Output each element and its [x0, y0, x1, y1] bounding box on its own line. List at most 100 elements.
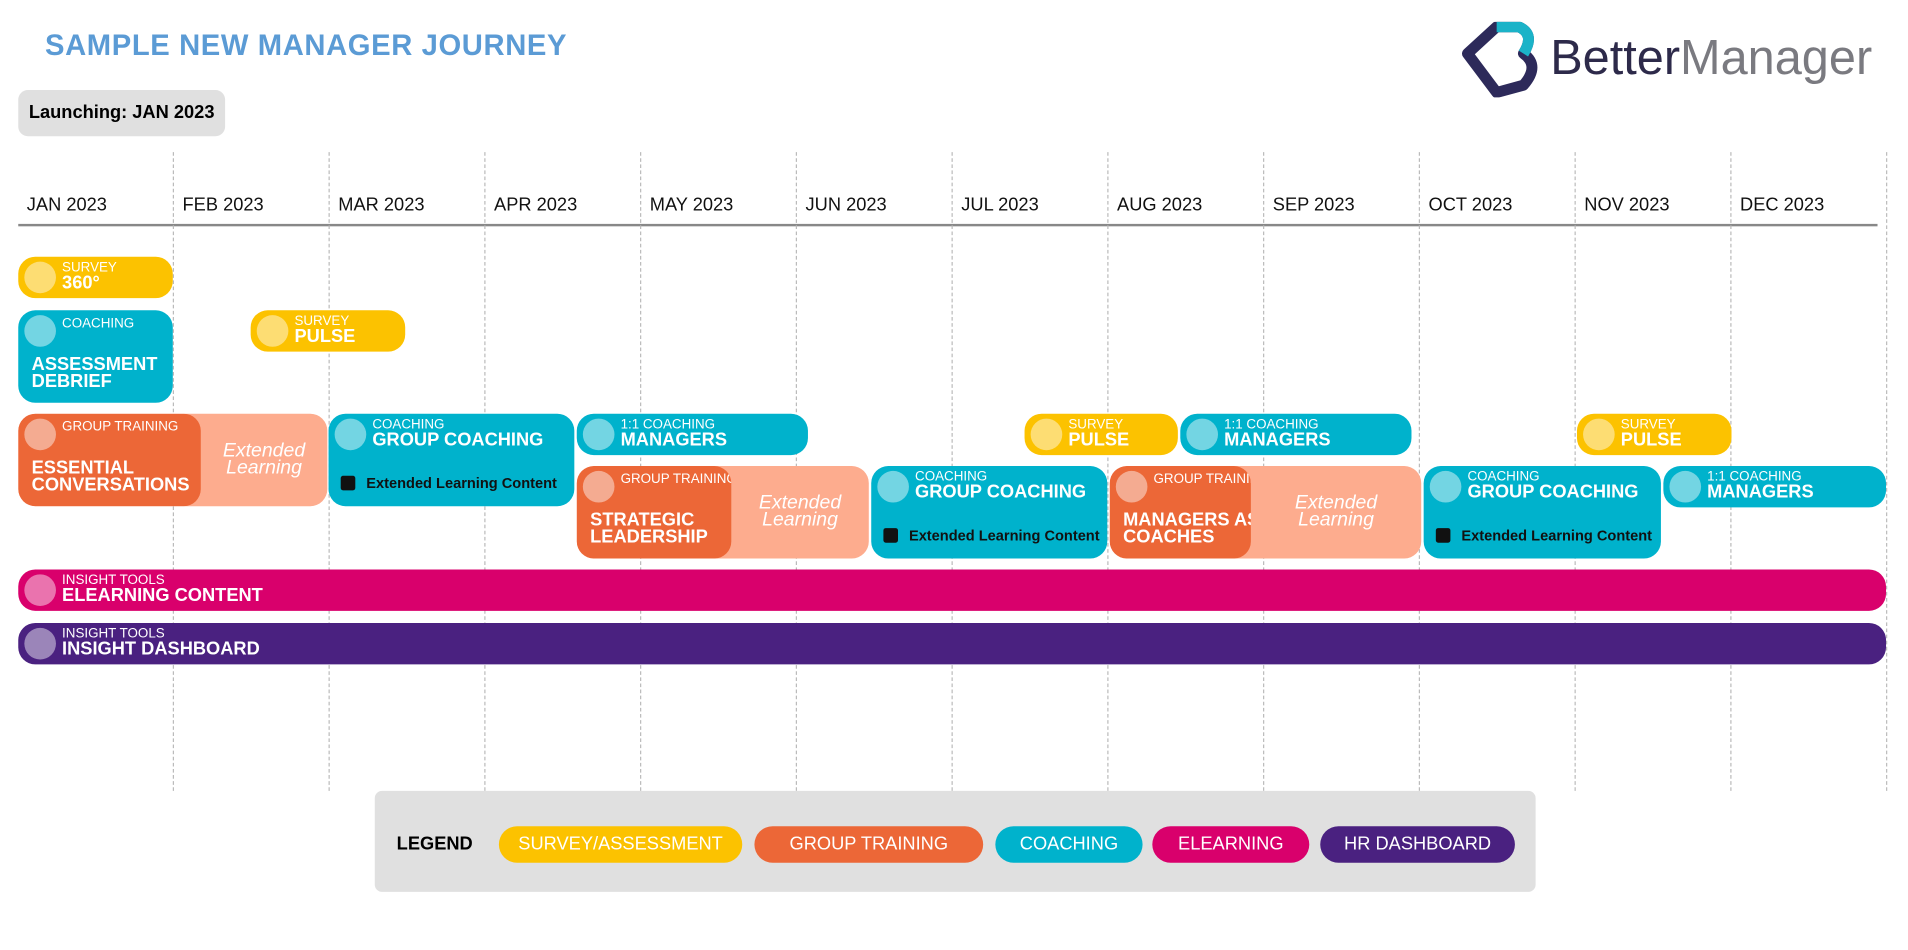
- legend-entry: GROUP TRAINING: [754, 826, 984, 863]
- month-label: OCT 2023: [1428, 194, 1513, 216]
- launch-badge: Launching: JAN 2023: [18, 90, 226, 137]
- logo-part: Better: [1550, 31, 1681, 86]
- extended-content: Extended Learning Content: [883, 527, 1100, 544]
- month-label: JUN 2023: [805, 194, 887, 216]
- extended-content: Extended Learning Content: [1436, 527, 1652, 544]
- item-label: 1:1 COACHING: [1224, 417, 1319, 432]
- logo-icon: [1461, 21, 1538, 98]
- month-label: NOV 2023: [1584, 194, 1670, 216]
- item-icon: [1583, 418, 1615, 451]
- journey-item: SURVEY 360°: [18, 256, 173, 299]
- legend: LEGEND SURVEY/ASSESSMENT GROUP TRAINING CO…: [374, 790, 1536, 892]
- item-title: MANAGERS: [1224, 429, 1331, 451]
- training-block: GROUP TRAINING MANAGERS AS COACHES: [1109, 466, 1251, 559]
- item-title: MANAGERS: [620, 429, 728, 451]
- item-label: INSIGHT TOOLS: [62, 626, 165, 642]
- item-title: PULSE: [1620, 429, 1682, 451]
- item-title: MANAGERS: [1707, 481, 1814, 503]
- item-icon: [24, 574, 56, 606]
- journey-item: COACHING GROUP COACHING Extended Learning …: [328, 413, 575, 507]
- item-title: STRATEGIC LEADERSHIP: [590, 509, 708, 548]
- journey-item: 1:1 COACHING MANAGERS: [576, 413, 808, 456]
- item-label: SURVEY: [1620, 417, 1676, 432]
- journey-item: INSIGHT TOOLS INSIGHT DASHBOARD: [18, 623, 1887, 665]
- item-icon: [256, 315, 289, 347]
- item-title: PULSE: [294, 326, 356, 347]
- item-icon: [1669, 470, 1702, 503]
- month-divider: [1886, 152, 1888, 791]
- legend-title: LEGEND: [396, 833, 473, 855]
- title: SAMPLE NEW MANAGER JOURNEY: [45, 29, 568, 63]
- legend-entry: COACHING: [995, 826, 1143, 863]
- legend-entry: HR DASHBOARD: [1320, 826, 1515, 863]
- extended-learning: Extended Learning: [1294, 492, 1378, 531]
- journey-item: SURVEY PULSE: [1576, 413, 1732, 456]
- item-title: GROUP COACHING: [1467, 481, 1639, 503]
- journey-item: GROUP TRAINING STRATEGIC LEADERSHIP Extend…: [576, 466, 869, 559]
- item-label: COACHING: [915, 469, 988, 485]
- journey-item: COACHING ASSESSMENT DEBRIEF: [18, 310, 173, 403]
- item-label: COACHING: [372, 417, 445, 432]
- item-icon: [24, 627, 56, 660]
- month-label: MAR 2023: [338, 194, 425, 216]
- month-divider: [1107, 152, 1109, 791]
- month-label: SEP 2023: [1272, 194, 1355, 216]
- month-label: JAN 2023: [26, 194, 107, 216]
- logo-text: BetterManager: [1550, 29, 1872, 87]
- month-label: AUG 2023: [1117, 194, 1203, 216]
- item-title: MANAGERS AS COACHES: [1123, 509, 1251, 548]
- month-label: APR 2023: [494, 194, 578, 216]
- item-label: COACHING: [1467, 469, 1540, 485]
- item-icon: [582, 418, 615, 451]
- item-label: SURVEY: [294, 313, 350, 329]
- month-label: DEC 2023: [1740, 194, 1825, 216]
- item-label: GROUP TRAINING: [1153, 472, 1251, 487]
- item-title: INSIGHT DASHBOARD: [62, 638, 260, 660]
- item-label: 1:1 COACHING: [1707, 469, 1802, 485]
- extended-learning: Extended Learning: [758, 492, 842, 531]
- month-label: FEB 2023: [182, 194, 264, 216]
- item-title: 360°: [62, 272, 100, 294]
- journey-item: COACHING GROUP COACHING Extended Learning …: [871, 466, 1108, 559]
- item-icon: [24, 315, 56, 347]
- training-block: GROUP TRAINING ESSENTIAL CONVERSATIONS: [18, 413, 201, 507]
- journey-item: 1:1 COACHING MANAGERS: [1663, 466, 1887, 508]
- item-label: INSIGHT TOOLS: [62, 573, 165, 588]
- item-icon: [24, 261, 56, 294]
- item-icon: [1429, 470, 1462, 503]
- axis-line: [18, 223, 1878, 227]
- journey-item: SURVEY PULSE: [1024, 413, 1178, 456]
- extended-content: Extended Learning Content: [341, 475, 557, 492]
- month-label: MAY 2023: [649, 194, 734, 216]
- item-icon: [877, 470, 909, 503]
- item-label: 1:1 COACHING: [620, 417, 716, 432]
- item-title: GROUP COACHING: [372, 429, 544, 451]
- item-icon: [1186, 418, 1219, 451]
- item-label: GROUP TRAINING: [62, 419, 179, 435]
- journey-item: SURVEY PULSE: [250, 310, 406, 352]
- item-icon: [582, 470, 615, 503]
- item-icon: [1115, 470, 1148, 503]
- legend-entry: SURVEY/ASSESSMENT: [498, 826, 743, 863]
- item-label: SURVEY: [1068, 417, 1124, 432]
- training-block: GROUP TRAINING STRATEGIC LEADERSHIP: [576, 466, 732, 559]
- item-label: SURVEY: [62, 260, 117, 275]
- item-title: ELEARNING CONTENT: [62, 585, 263, 606]
- legend-entry: ELEARNING: [1152, 826, 1310, 863]
- item-label: GROUP TRAINING: [620, 472, 732, 487]
- item-icon: [334, 418, 367, 451]
- extended-learning: Extended Learning: [222, 440, 306, 479]
- journey-item: GROUP TRAINING MANAGERS AS COACHES Extende…: [1109, 466, 1422, 559]
- journey-item: GROUP TRAINING ESSENTIAL CONVERSATIONS Ext…: [18, 413, 328, 507]
- month-label: JUL 2023: [961, 194, 1039, 216]
- item-icon: [1030, 418, 1063, 451]
- item-title: ASSESSMENT DEBRIEF: [31, 354, 158, 392]
- logo-part: Manager: [1680, 31, 1873, 86]
- journey-item: 1:1 COACHING MANAGERS: [1180, 413, 1412, 456]
- item-title: GROUP COACHING: [915, 481, 1087, 503]
- month-divider: [1418, 152, 1421, 791]
- item-title: ESSENTIAL CONVERSATIONS: [31, 457, 190, 496]
- journey-item: COACHING GROUP COACHING Extended Learning …: [1423, 466, 1661, 559]
- item-label: COACHING: [62, 316, 135, 331]
